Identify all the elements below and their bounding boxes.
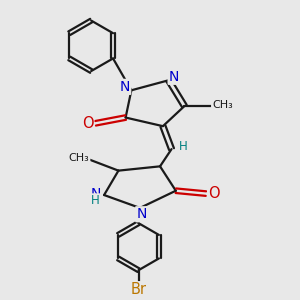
Text: N: N	[169, 70, 179, 84]
Text: N: N	[136, 207, 147, 221]
Text: CH₃: CH₃	[69, 153, 89, 163]
Text: CH₃: CH₃	[212, 100, 233, 110]
Text: H: H	[178, 140, 188, 153]
Text: N: N	[90, 187, 101, 201]
Text: O: O	[82, 116, 93, 131]
Text: Br: Br	[130, 282, 146, 297]
Text: H: H	[91, 194, 100, 207]
Text: N: N	[120, 80, 130, 94]
Text: O: O	[208, 186, 220, 201]
